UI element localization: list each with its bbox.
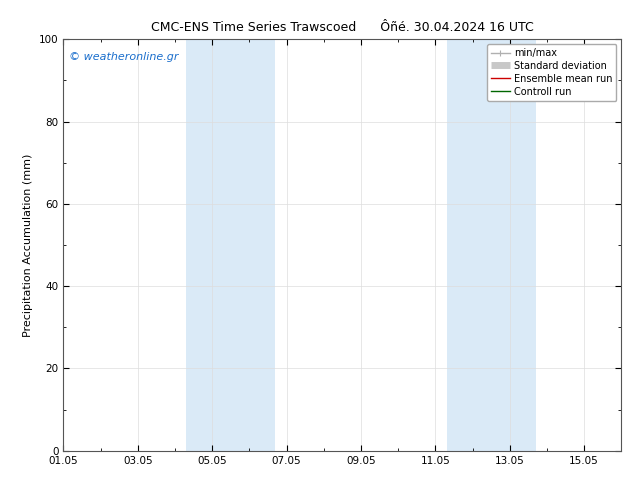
Bar	[186, 39, 275, 451]
Bar	[446, 39, 536, 451]
Legend: min/max, Standard deviation, Ensemble mean run, Controll run: min/max, Standard deviation, Ensemble me…	[487, 44, 616, 100]
Text: © weatheronline.gr: © weatheronline.gr	[69, 51, 179, 62]
Title: CMC-ENS Time Series Trawscoed      Ôñé. 30.04.2024 16 UTC: CMC-ENS Time Series Trawscoed Ôñé. 30.04…	[151, 21, 534, 34]
Y-axis label: Precipitation Accumulation (mm): Precipitation Accumulation (mm)	[23, 153, 34, 337]
